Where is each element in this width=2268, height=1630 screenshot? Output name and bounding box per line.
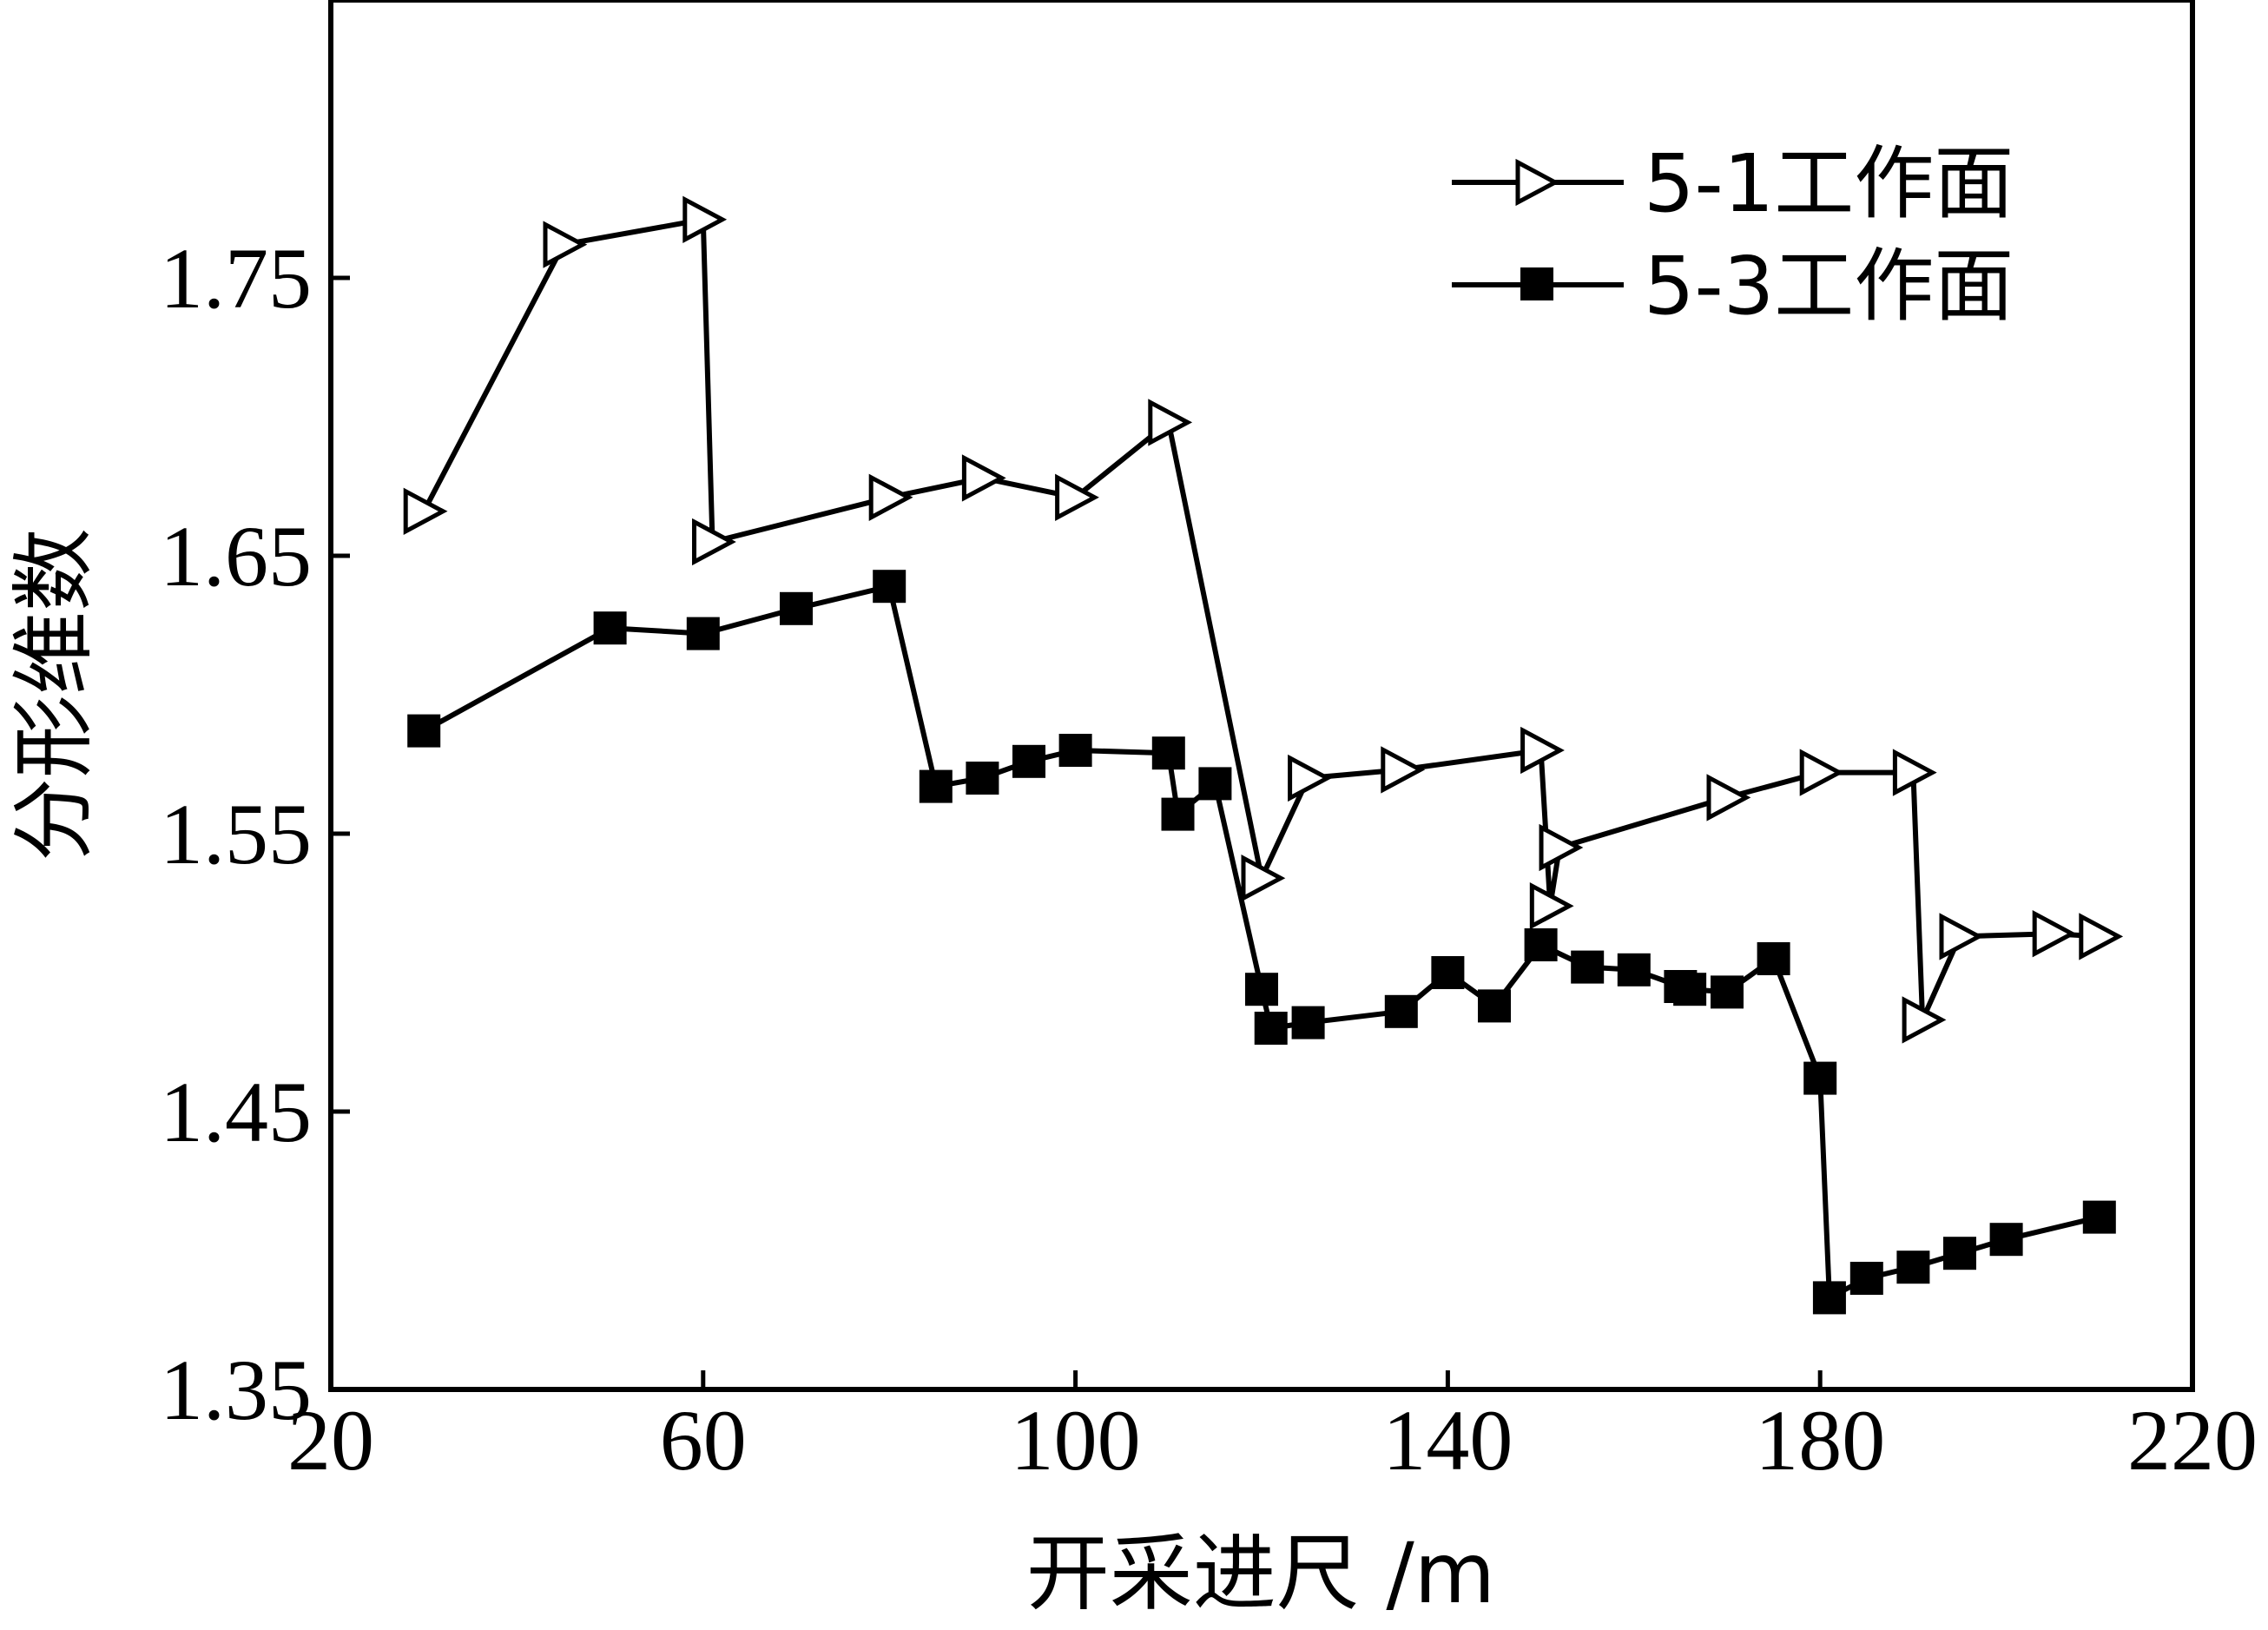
x-tick-label: 20 xyxy=(287,1392,374,1488)
data-point xyxy=(1520,726,1565,775)
data-point xyxy=(1711,975,1744,1009)
y-tick-label: 1.45 xyxy=(160,1064,312,1160)
y-tick-label: 1.55 xyxy=(160,786,312,882)
y-axis-title: 分形维数 xyxy=(5,528,102,861)
data-point xyxy=(2082,1200,2116,1234)
data-point xyxy=(1799,749,1844,796)
data-point xyxy=(593,611,627,645)
x-axis-title: 开采进尺 /m xyxy=(1026,1525,1495,1622)
data-point xyxy=(1939,913,1984,960)
data-point xyxy=(686,617,720,650)
data-point xyxy=(1055,473,1099,521)
data-point xyxy=(1148,399,1193,446)
y-tick-label: 1.35 xyxy=(160,1342,312,1438)
data-point xyxy=(692,518,736,566)
legend-marker-5-3 xyxy=(1520,267,1553,300)
data-point xyxy=(1892,749,1937,796)
series-line xyxy=(421,216,2100,1023)
data-point xyxy=(1478,989,1511,1023)
x-tick-label: 180 xyxy=(1755,1392,1885,1488)
legend-label-5-1: 5-1工作面 xyxy=(1644,137,2014,230)
series-1 xyxy=(403,195,2124,1044)
data-point xyxy=(1571,950,1605,984)
data-point xyxy=(1384,994,1418,1028)
data-point xyxy=(1529,882,1574,930)
data-point xyxy=(1291,1006,1325,1039)
x-tick-label: 100 xyxy=(1011,1392,1141,1488)
data-point xyxy=(2079,913,2124,960)
legend-label-5-3: 5-3工作面 xyxy=(1644,240,2014,333)
data-point xyxy=(1161,797,1195,831)
x-tick-label: 140 xyxy=(1382,1392,1513,1488)
data-point xyxy=(1198,767,1232,801)
data-point xyxy=(1381,746,1426,794)
legend-marker-5-1 xyxy=(1515,158,1560,207)
data-point xyxy=(682,195,728,243)
y-tick-label: 1.75 xyxy=(160,230,312,327)
data-point xyxy=(1673,973,1707,1006)
data-point xyxy=(403,487,448,535)
data-point xyxy=(1896,1251,1930,1284)
legend: 5-1工作面 5-3工作面 xyxy=(1452,137,2014,333)
data-point xyxy=(1706,774,1751,822)
data-point xyxy=(543,221,588,268)
series-layer xyxy=(403,195,2124,1315)
data-point xyxy=(1902,996,1947,1044)
data-point xyxy=(1431,956,1465,989)
x-tick-label: 220 xyxy=(2127,1392,2258,1488)
data-point xyxy=(966,762,999,795)
data-point xyxy=(1288,754,1332,802)
y-tick-label: 1.65 xyxy=(160,508,312,604)
data-point xyxy=(961,454,1006,502)
x-tick-label: 60 xyxy=(660,1392,747,1488)
series-line xyxy=(422,584,2100,1301)
data-point xyxy=(1757,942,1790,975)
data-point xyxy=(1943,1237,1976,1270)
data-point xyxy=(1254,1012,1288,1045)
tick-layer: 20 60 100 140 180 220 1.35 1.45 1.55 1.65 1.75 xyxy=(160,230,2258,1488)
data-point xyxy=(407,714,441,748)
data-point xyxy=(1849,1262,1883,1295)
data-point xyxy=(1617,953,1651,987)
data-point xyxy=(1245,973,1278,1006)
data-point xyxy=(1989,1223,2023,1257)
series-2 xyxy=(407,570,2116,1315)
data-point xyxy=(1539,823,1584,872)
data-point xyxy=(1241,855,1286,902)
data-point xyxy=(1058,734,1092,767)
data-point xyxy=(780,591,813,625)
data-point xyxy=(919,769,953,803)
data-point xyxy=(1803,1061,1837,1095)
plot-frame xyxy=(328,0,2195,1392)
data-point xyxy=(2032,910,2077,958)
data-point xyxy=(1524,928,1558,961)
data-point xyxy=(868,473,913,521)
data-point xyxy=(1151,736,1185,770)
data-point xyxy=(873,570,907,604)
data-point xyxy=(1012,744,1045,778)
data-point xyxy=(1812,1281,1846,1315)
